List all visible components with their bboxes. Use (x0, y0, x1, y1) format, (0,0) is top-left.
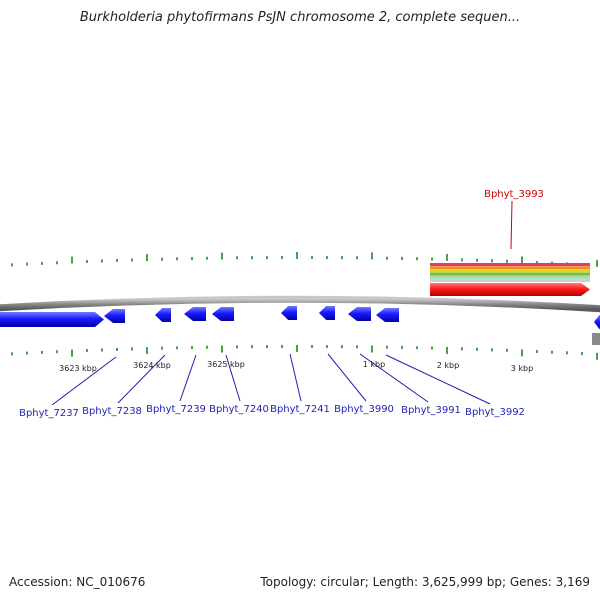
gene-bphyt-3991[interactable] (348, 307, 371, 321)
gene-labels: Bphyt_7237 Bphyt_7238 Bphyt_7239 Bphyt_7240… (19, 189, 544, 419)
gene-label[interactable]: Bphyt_7241 (270, 404, 330, 415)
bottom-tick-track (11, 345, 598, 360)
gene-unlabeled[interactable] (594, 315, 600, 329)
gene-bphyt-7238[interactable] (104, 309, 125, 323)
leader-line (117, 354, 166, 404)
leader-line (225, 354, 241, 402)
gene-unlabeled[interactable] (155, 308, 171, 322)
label-leader-lines (51, 200, 513, 406)
scale-label: 3623 kbp (59, 364, 97, 373)
gene-label[interactable]: Bphyt_7238 (82, 406, 142, 417)
gene-bphyt-3993[interactable] (430, 283, 590, 296)
gene-label[interactable]: Bphyt_7240 (209, 404, 269, 415)
chromosome-backbone-end (592, 333, 600, 345)
scale-label: 1 kbp (363, 360, 385, 369)
leader-line (327, 353, 367, 402)
scale-label: 3625 kbp (207, 360, 245, 369)
gene-label[interactable]: Bphyt_7237 (19, 408, 79, 419)
gene-label[interactable]: Bphyt_3991 (401, 405, 461, 416)
gene-bphyt-7240[interactable] (212, 307, 234, 321)
leader-line (510, 200, 513, 250)
leader-line (359, 353, 429, 403)
scale-label: 3 kbp (511, 364, 533, 373)
gene-label[interactable]: Bphyt_3990 (334, 404, 394, 415)
feature-stripe (430, 279, 590, 282)
leader-line (179, 354, 197, 402)
feature-track-stripes (430, 263, 590, 282)
feature-stripe (430, 269, 590, 273)
gene-bphyt-3990[interactable] (319, 306, 335, 320)
page-title: Burkholderia phytofirmans PsJN chromosom… (79, 10, 521, 25)
accession-text: Accession: NC_010676 (9, 575, 146, 589)
gene-label[interactable]: Bphyt_7239 (146, 404, 206, 415)
feature-stripe (430, 272, 590, 276)
scale-labels: 3623 kbp 3624 kbp 3625 kbp 1 kbp 2 kbp 3 kbp (59, 360, 533, 373)
feature-stripe (430, 275, 590, 279)
gene-bphyt-3992[interactable] (376, 308, 399, 322)
leader-line (385, 354, 491, 405)
chromosome-backbone (0, 295, 600, 313)
feature-stripe (430, 266, 590, 270)
leader-line (289, 353, 302, 402)
scale-label: 3624 kbp (133, 361, 171, 370)
topology-text: Topology: circular; Length: 3,625,999 bp… (260, 575, 590, 589)
gene-track (0, 283, 600, 329)
feature-stripe (430, 263, 590, 266)
gene-label[interactable]: Bphyt_3993 (484, 189, 544, 200)
gene-bphyt-7241[interactable] (281, 306, 297, 320)
gene-bphyt-7237[interactable] (0, 312, 104, 327)
top-tick-track (11, 252, 598, 267)
gene-label[interactable]: Bphyt_3992 (465, 407, 525, 418)
gene-bphyt-7239[interactable] (184, 307, 206, 321)
scale-label: 2 kbp (437, 361, 459, 370)
leader-line (51, 356, 117, 406)
